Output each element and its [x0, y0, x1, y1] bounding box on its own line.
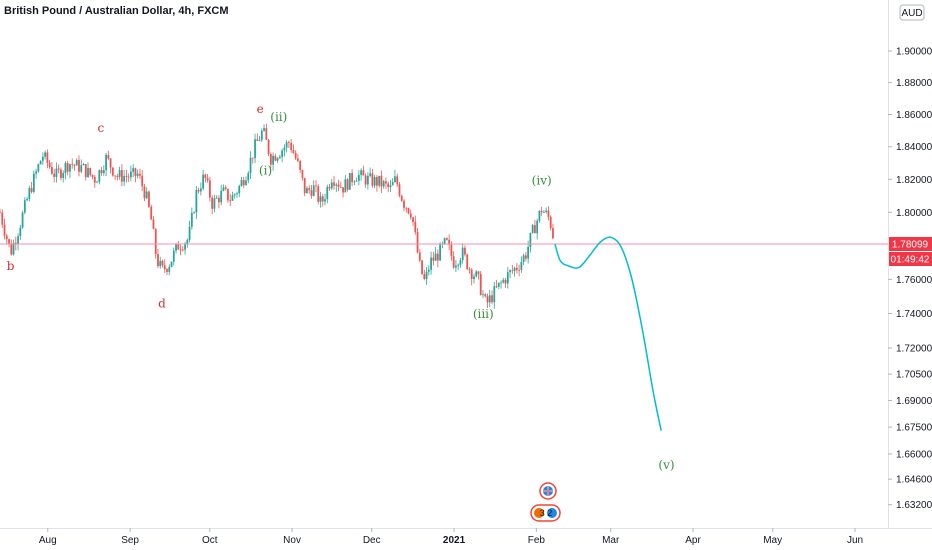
candle — [33, 171, 35, 194]
wave-label[interactable]: c — [98, 121, 105, 135]
wave-label[interactable]: b — [7, 259, 15, 273]
currency-badge[interactable]: AUD — [900, 5, 924, 20]
x-tick-label: Jun — [847, 535, 863, 546]
y-tick-label: 1.74000 — [896, 309, 932, 320]
candle — [22, 211, 24, 229]
y-tick-label: 1.70500 — [896, 370, 932, 381]
candle — [347, 178, 349, 191]
y-tick-label: 1.86000 — [896, 110, 932, 121]
y-tick-label: 1.84000 — [896, 142, 932, 153]
x-tick-label: May — [763, 535, 782, 546]
y-tick-label: 1.76000 — [896, 275, 932, 286]
y-tick-label: 1.88000 — [896, 78, 932, 89]
candle — [317, 184, 319, 204]
candle — [112, 167, 114, 177]
x-tick-label: Apr — [685, 535, 701, 546]
svg-text:3 2: 3 2 — [540, 508, 553, 518]
events-cluster-icon[interactable]: 3 2 — [531, 505, 560, 521]
bar-countdown: 01:49:42 — [891, 255, 930, 266]
wave-label[interactable]: (ii) — [270, 110, 287, 124]
wave-label[interactable]: (iv) — [532, 173, 552, 187]
wave-label[interactable]: (iii) — [473, 307, 494, 321]
wave-label[interactable]: d — [158, 296, 166, 310]
y-tick-label: 1.67500 — [896, 423, 932, 434]
candle — [268, 139, 270, 156]
candle — [349, 173, 351, 190]
y-tick-label: 1.64600 — [896, 475, 932, 486]
wave-label[interactable]: (i) — [259, 163, 272, 177]
candle — [28, 186, 30, 202]
x-tick-label: Mar — [602, 535, 620, 546]
flag-gb-icon[interactable] — [540, 483, 556, 499]
x-tick-label: Sep — [121, 535, 139, 546]
candle — [40, 160, 42, 164]
y-tick-label: 1.72000 — [896, 343, 932, 354]
chart-title: British Pound / Australian Dollar, 4h, F… — [4, 5, 229, 17]
candle — [480, 271, 482, 296]
candle — [439, 242, 441, 261]
wave-label[interactable]: e — [257, 102, 264, 116]
x-tick-label: Dec — [363, 535, 381, 546]
candle — [466, 254, 468, 270]
candle — [532, 224, 534, 234]
candle — [171, 261, 173, 267]
y-tick-label: 1.80000 — [896, 208, 932, 219]
currency-label: AUD — [901, 8, 922, 19]
x-tick-label: Oct — [202, 535, 218, 546]
wave-label[interactable]: (v) — [658, 458, 674, 472]
y-tick-label: 1.69000 — [896, 396, 932, 407]
y-tick-label: 1.90000 — [896, 47, 932, 58]
y-tick-label: 1.63200 — [896, 500, 932, 511]
candle — [155, 228, 157, 259]
candle — [150, 205, 152, 220]
candle — [421, 260, 423, 275]
x-tick-label: Nov — [283, 535, 301, 546]
last-price-value: 1.78099 — [892, 240, 929, 251]
x-tick-label: 2021 — [443, 535, 466, 546]
x-tick-label: Aug — [39, 535, 57, 546]
x-tick-label: Feb — [528, 535, 546, 546]
y-tick-label: 1.66000 — [896, 449, 932, 460]
candle — [148, 191, 150, 209]
y-tick-label: 1.82000 — [896, 175, 932, 186]
